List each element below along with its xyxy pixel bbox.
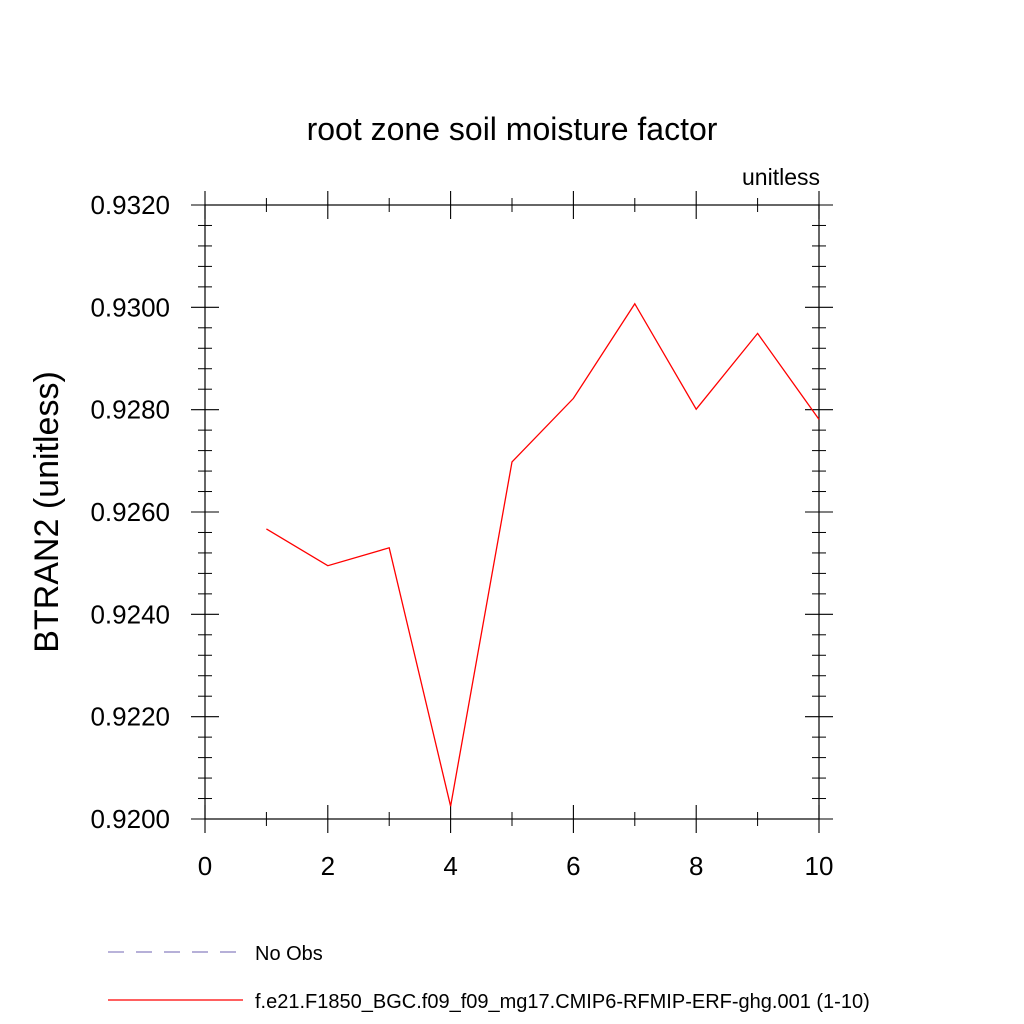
y-axis-label: BTRAN2 (unitless) — [28, 371, 66, 653]
axis-ticks — [191, 191, 833, 833]
series-group — [266, 302, 820, 807]
plot-frame — [204, 204, 820, 820]
y-tick-label: 0.9220 — [90, 702, 170, 732]
y-tick-label: 0.9300 — [90, 292, 170, 322]
x-tick-label: 10 — [805, 851, 834, 881]
y-tick-label: 0.9200 — [90, 804, 170, 834]
legend-label-model-run: f.e21.F1850_BGC.f09_f09_mg17.CMIP6-RFMIP… — [255, 991, 870, 1013]
y-tick-label: 0.9240 — [90, 599, 170, 629]
x-tick-label: 0 — [198, 851, 212, 881]
legend: No Obs f.e21.F1850_BGC.f09_f09_mg17.CMIP… — [108, 943, 870, 1013]
y-tick-label: 0.9280 — [90, 395, 170, 425]
x-tick-label: 6 — [566, 851, 580, 881]
y-tick-label: 0.9320 — [90, 190, 170, 220]
x-tick-label: 4 — [443, 851, 457, 881]
chart-title: root zone soil moisture factor — [307, 111, 718, 147]
x-tick-labels: 0 2 4 6 8 10 — [198, 851, 834, 881]
units-label: unitless — [742, 164, 820, 190]
x-tick-label: 8 — [689, 851, 703, 881]
series-line — [266, 302, 820, 807]
y-tick-label: 0.9260 — [90, 497, 170, 527]
legend-label-no-obs: No Obs — [255, 943, 323, 965]
y-tick-labels: 0.9200 0.9220 0.9240 0.9260 0.9280 0.9300 0.93… — [90, 190, 170, 834]
x-tick-label: 2 — [321, 851, 335, 881]
